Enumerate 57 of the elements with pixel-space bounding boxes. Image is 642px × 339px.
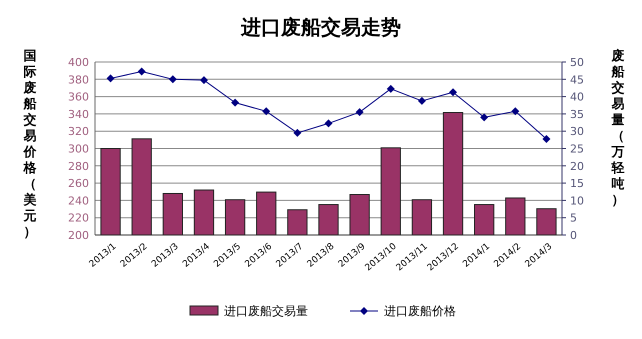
y2-tick-label: 5 <box>570 212 577 225</box>
y2-tick-label: 10 <box>570 194 584 208</box>
bar <box>100 148 121 236</box>
y2-tick-label: 0 <box>570 229 577 242</box>
point <box>324 119 332 128</box>
point <box>293 128 302 137</box>
bar <box>412 199 432 236</box>
point <box>200 76 208 84</box>
bar <box>194 190 214 236</box>
y-tick-label: 280 <box>68 160 89 173</box>
y2-tick-label: 20 <box>570 160 584 173</box>
bar <box>442 112 464 236</box>
y2-tick-label: 25 <box>570 142 584 156</box>
y2-tick-label: 15 <box>570 177 584 190</box>
bar <box>224 199 246 236</box>
y-tick-label: 240 <box>68 194 89 208</box>
bar <box>505 197 526 236</box>
y2-axis-title: 废船交易量（万轻吨） <box>612 49 624 208</box>
point <box>418 96 426 105</box>
point <box>480 113 488 122</box>
point <box>449 88 458 96</box>
y-tick-label: 260 <box>68 177 89 190</box>
bar <box>349 194 370 236</box>
point <box>356 108 364 116</box>
point <box>511 107 520 116</box>
y2-tick-label: 35 <box>570 108 584 121</box>
bar <box>162 192 183 236</box>
y2-tick-label: 30 <box>570 125 584 138</box>
point <box>231 98 240 107</box>
bar <box>287 209 308 236</box>
y-tick-label: 340 <box>68 108 89 121</box>
bar <box>132 138 152 236</box>
point <box>168 75 177 84</box>
point <box>106 74 115 82</box>
point <box>138 68 146 76</box>
y2-tick-label: 40 <box>570 90 584 104</box>
y2-tick-label: 50 <box>570 56 584 69</box>
point <box>386 84 395 93</box>
point <box>262 107 270 116</box>
y-tick-label: 320 <box>68 125 89 138</box>
y-tick-label: 400 <box>68 56 89 69</box>
y-axis-title: 国际废船交易价格（美元） <box>24 49 36 240</box>
y-tick-label: 360 <box>68 90 89 104</box>
legend-label: 进口废船交易量 <box>224 304 308 318</box>
y-tick-label: 200 <box>68 229 89 242</box>
bar <box>256 192 276 236</box>
y2-tick-label: 45 <box>570 73 584 86</box>
bar <box>380 147 401 236</box>
point <box>542 134 550 143</box>
bar <box>474 204 494 236</box>
bar <box>318 204 339 236</box>
y-tick-label: 300 <box>68 142 89 156</box>
y-tick-label: 380 <box>68 73 89 86</box>
chart-title: 进口废船交易走势 <box>240 15 401 39</box>
legend-label: 进口废船价格 <box>384 304 456 318</box>
bar <box>536 208 557 236</box>
y-tick-label: 220 <box>68 212 89 225</box>
